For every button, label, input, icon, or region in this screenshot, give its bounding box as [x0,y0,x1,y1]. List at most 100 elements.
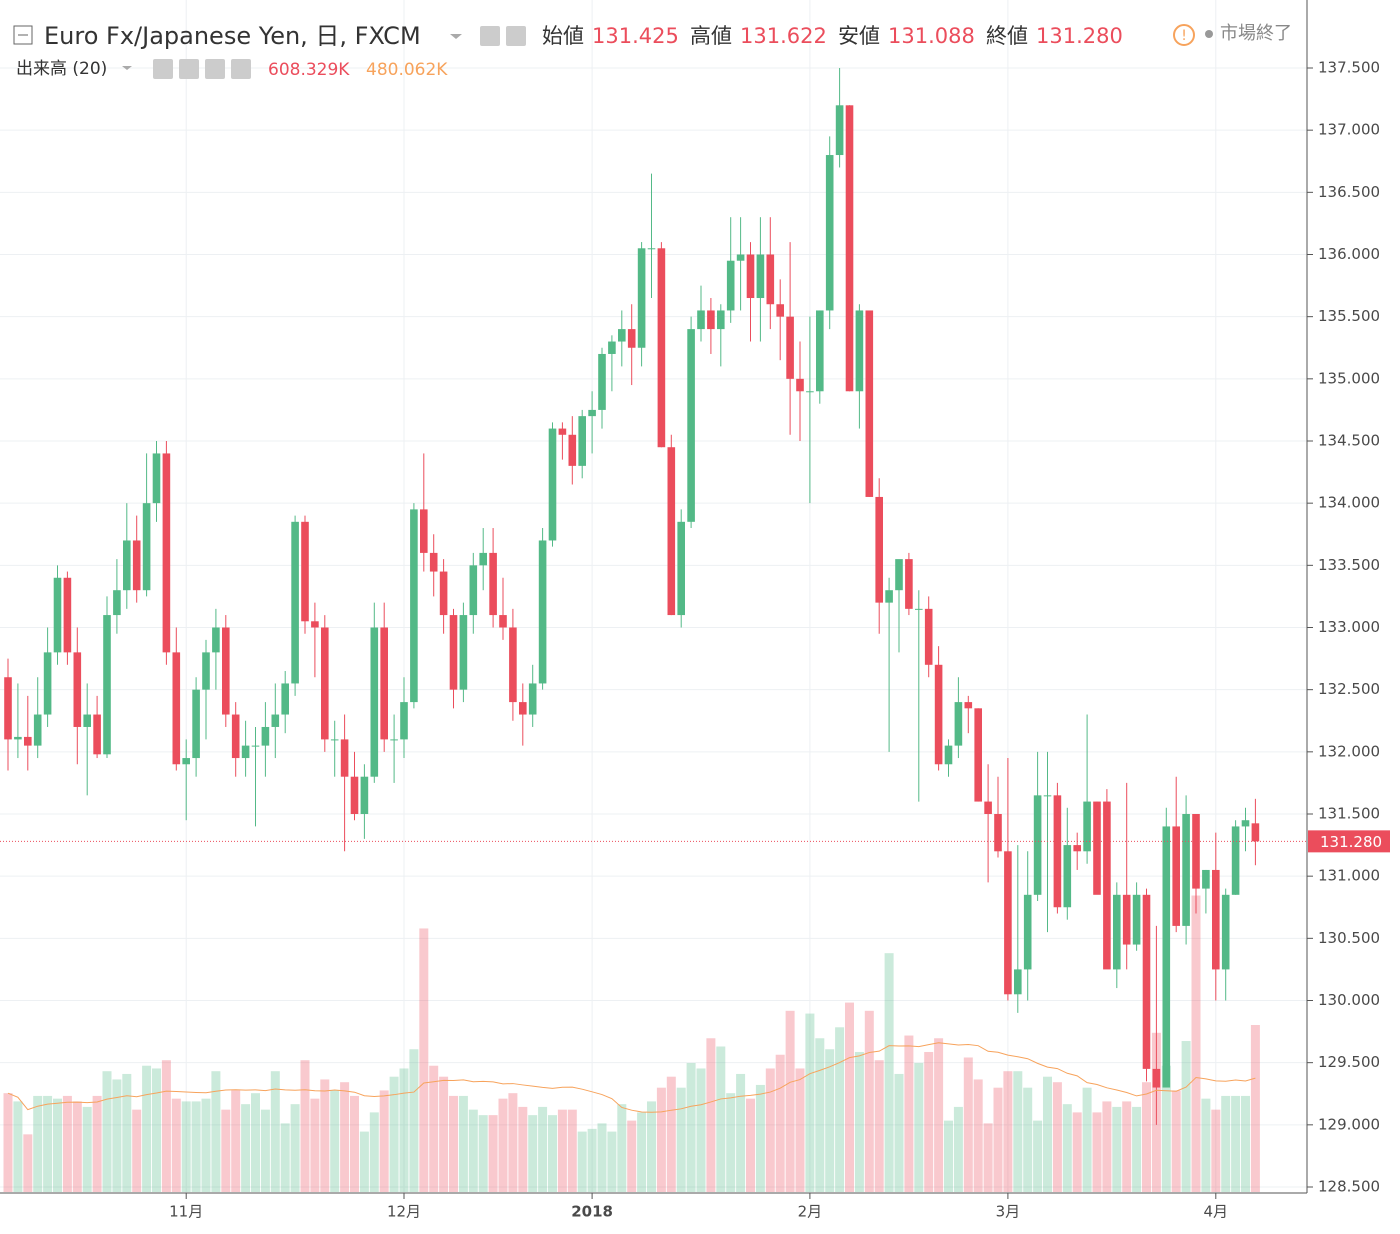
candle-body [113,590,121,616]
candle-body [1192,814,1200,889]
volume-bar [1211,1109,1221,1192]
volume-bar [1231,1095,1241,1192]
candle-body [33,714,42,746]
candle-body [964,702,973,709]
volume-settings[interactable] [179,59,199,79]
candle-body [568,434,577,466]
candle-body [845,105,854,392]
y-tick-label: 134.500 [1318,432,1380,450]
volume-bar [617,1104,627,1192]
volume-bar [221,1109,231,1192]
volume-remove[interactable] [231,59,251,79]
volume-bar [359,1131,369,1192]
y-tick-label: 129.000 [1318,1115,1380,1133]
volume-eye[interactable] [153,59,173,79]
volume-dropdown[interactable] [122,66,132,70]
candle-body [271,714,280,727]
volume-bar [1181,1041,1191,1192]
volume-bar [33,1095,43,1192]
settings-button[interactable] [506,26,526,46]
volume-bar [1161,1065,1171,1192]
dropdown-arrow[interactable] [450,34,462,39]
candle-body [1212,869,1220,970]
y-tick-label: 131.500 [1318,805,1380,823]
collapse-button[interactable] [13,25,33,45]
volume-bar [795,1068,805,1192]
volume-bar [726,1093,736,1192]
y-tick-label: 133.000 [1318,618,1380,636]
candle-body [330,739,339,741]
volume-bar [1092,1112,1102,1192]
candle-body [944,745,953,765]
candle-body [776,304,784,317]
last-price-box [1308,830,1390,853]
y-tick-label: 129.500 [1318,1053,1380,1071]
volume-bar [538,1106,548,1192]
volume-bar [627,1120,637,1192]
volume-bar [53,1098,62,1192]
candle-body [489,552,497,616]
candle-body [519,702,527,715]
candle-body [618,329,626,342]
candle-body [14,736,22,740]
volume-bar [736,1073,746,1192]
volume-bar [1122,1101,1132,1192]
ohlc-label: 終値 [986,24,1028,48]
volume-add[interactable] [205,59,225,79]
candle-body [895,559,903,591]
candle-body [380,627,388,740]
y-tick-label: 130.000 [1318,991,1380,1009]
volume-bar [449,1095,458,1192]
candle-body [509,627,517,703]
candle-body [885,590,893,603]
volume-bar [142,1065,152,1192]
volume-bar [13,1101,23,1192]
x-tick-label: 2018 [571,1203,613,1221]
plot-area [0,0,1307,1193]
candle-body [717,310,725,330]
volume-bar [815,1038,825,1192]
warning-icon[interactable] [1173,24,1195,46]
candle-body [994,814,1002,852]
volume-bar [696,1068,706,1192]
candle-body [1251,823,1260,842]
candle-body [321,627,329,740]
candle-body [261,726,270,746]
candle-body [410,509,418,703]
symbol-title: Euro Fx/Japanese Yen, 日, FXCM [44,22,421,50]
candle-body [4,677,12,740]
candle-body [370,627,379,777]
y-tick-label: 137.000 [1318,121,1380,139]
volume-bar [389,1076,399,1192]
volume-bar [686,1062,696,1192]
volume-bar [1062,1104,1072,1192]
candle-body [63,577,72,653]
volume-bar [112,1079,122,1192]
candle-body [796,378,804,392]
candle-body [1202,869,1210,889]
volume-bar [755,1084,765,1192]
volume-bar [597,1123,607,1192]
volume-bar [458,1095,468,1192]
candle-body [152,453,161,504]
volume-bar [429,1065,439,1192]
candle-body [865,310,874,497]
volume-bar [973,1079,983,1192]
volume-bar [132,1109,142,1192]
volume-ma-line [7,1042,1256,1113]
volume-bar [676,1087,686,1192]
volume-bar [508,1093,518,1192]
volume-bar [1102,1101,1112,1192]
volume-bar [498,1098,508,1192]
volume-bar [1171,1090,1181,1192]
volume-bar [23,1134,33,1192]
volume-bar [746,1098,755,1192]
volume-bar [1132,1106,1142,1192]
volume-bar [181,1101,191,1192]
candle-body [53,577,62,653]
eye-button[interactable] [480,26,500,46]
volume-bar [1250,1025,1260,1192]
volume-value: 608.329K [268,60,350,80]
ohlc-label: 始値 [542,24,584,48]
volume-bar [1052,1082,1062,1192]
